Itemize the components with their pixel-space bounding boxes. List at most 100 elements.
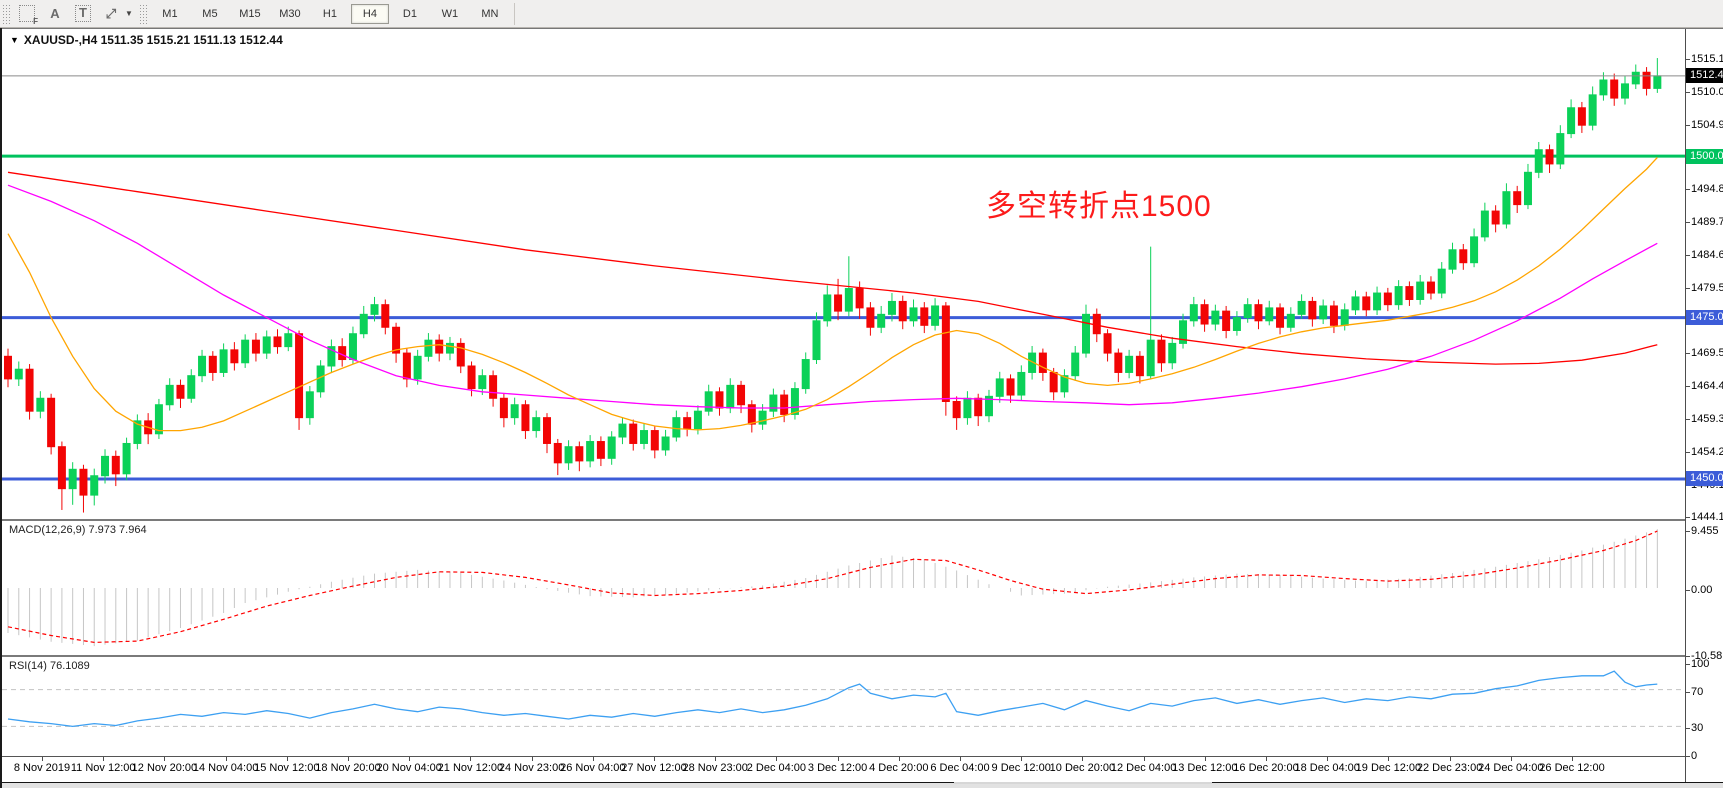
macd-pane[interactable]: MACD(12,26,9) 7.973 7.964 <box>2 521 1685 657</box>
price-tick-1469.50: 1469.50 <box>1691 347 1723 360</box>
time-label: 8 Nov 2019 <box>13 762 71 774</box>
rsi-indicator[interactable] <box>2 657 1685 756</box>
candlestick-layer <box>4 58 1662 513</box>
time-tick <box>164 757 166 761</box>
time-tick <box>225 757 227 761</box>
time-label: 14 Nov 04:00 <box>192 762 259 774</box>
timeframe-button-d1[interactable]: D1 <box>402 7 417 20</box>
time-tick <box>960 757 961 761</box>
timeframe-button-h1[interactable]: H1 <box>322 7 337 20</box>
timeframe-button-m1[interactable]: M1 <box>162 7 178 20</box>
price-tick-1484.65: 1484.65 <box>1691 249 1723 262</box>
price-tick-1464.40: 1464.40 <box>1691 380 1723 392</box>
time-tick <box>1021 757 1023 761</box>
time-label: 6 Dec 04:00 <box>930 762 990 774</box>
toolbar-separator <box>513 2 515 25</box>
time-label: 16 Dec 20:00 <box>1233 762 1299 774</box>
ma-slow-line <box>7 171 1658 365</box>
time-label: 24 Dec 04:00 <box>1478 762 1544 774</box>
window-bottom-edge <box>2 782 1723 788</box>
text-box-tool-icon[interactable]: T <box>71 3 95 25</box>
ma-mid-line <box>7 184 1658 409</box>
time-label: 22 Dec 23:00 <box>1416 762 1483 774</box>
price-tick-1444.15: 1444.15 <box>1691 510 1723 523</box>
timeframe-button-w1[interactable]: W1 <box>441 7 459 20</box>
macd-tick-0.00: 0.00 <box>1691 584 1713 596</box>
time-label: 12 Nov 20:00 <box>131 762 198 774</box>
price-axis[interactable]: 1515.10 1510.00 1504.90 1494.85 1489.75 1484.… <box>1685 29 1723 786</box>
time-tick <box>348 757 349 761</box>
price-chart[interactable] <box>2 29 1685 519</box>
price-tick-1454.20: 1454.20 <box>1691 445 1723 458</box>
time-label: 20 Nov 04:00 <box>376 762 442 774</box>
rsi-tick-0: 0 <box>1691 749 1698 762</box>
toolbar: F A T ⤢ ▼ M1 M5 M15 M30 H1 H4 D1 W1 MN <box>0 0 1723 28</box>
time-label: 28 Nov 23:00 <box>682 762 748 774</box>
time-tick <box>1327 757 1329 761</box>
timeframe-button-mn[interactable]: MN <box>481 7 499 20</box>
time-label: 12 Dec 04:00 <box>1110 762 1177 774</box>
time-tick <box>592 757 594 761</box>
chart-window[interactable]: ▼ XAUUSD-,H4 1511.35 1515.21 1511.13 151… <box>0 28 1723 788</box>
timeframe-button-m15[interactable]: M15 <box>239 7 261 20</box>
time-tick <box>654 757 655 761</box>
macd-label: MACD(12,26,9) 7.973 7.964 <box>9 524 147 536</box>
price-tick-1494.85: 1494.85 <box>1691 183 1723 196</box>
price-tick-1515.10: 1515.10 <box>1691 52 1723 65</box>
scrollbar-segment[interactable] <box>954 782 1212 784</box>
time-axis[interactable]: 8 Nov 2019 11 Nov 12:00 12 Nov 20:00 14 Nov… <box>2 757 1685 783</box>
toolbar-grip <box>138 3 147 24</box>
macd-indicator[interactable] <box>2 521 1685 655</box>
price-tick-1459.30: 1459.30 <box>1691 412 1723 425</box>
timeframe-button-m5[interactable]: M5 <box>202 7 218 20</box>
timeframe-button-h4[interactable]: H4 <box>350 3 389 24</box>
rsi-pane[interactable]: RSI(14) 76.1089 <box>2 657 1685 757</box>
time-tick <box>1266 757 1267 761</box>
macd-tick--10.58: -10.58 <box>1691 650 1723 663</box>
time-tick <box>1572 757 1573 761</box>
time-label: 4 Dec 20:00 <box>869 762 929 774</box>
dropdown-caret-icon[interactable]: ▼ <box>125 9 133 18</box>
time-tick <box>837 757 839 761</box>
time-label: 13 Dec 12:00 <box>1172 762 1238 774</box>
time-label: 9 Dec 12:00 <box>991 762 1051 774</box>
time-tick <box>1449 757 1451 761</box>
rsi-tick-70: 70 <box>1691 685 1704 698</box>
level-1475-box: 1475.00 <box>1686 310 1723 326</box>
timeframe-button-m30[interactable]: M30 <box>279 7 301 20</box>
arrange-arrows-icon[interactable]: ⤢ <box>105 5 117 21</box>
toolbar-grip <box>2 3 10 24</box>
time-tick <box>898 757 900 761</box>
time-tick <box>1204 757 1206 761</box>
text-label-tool-icon[interactable]: A <box>50 6 60 21</box>
time-label: 2 Dec 04:00 <box>746 762 807 774</box>
time-tick <box>531 757 533 761</box>
rsi-label: RSI(14) 76.1089 <box>9 660 90 672</box>
price-tick-1489.75: 1489.75 <box>1691 216 1723 229</box>
time-tick <box>103 757 105 761</box>
price-tick-1510.00: 1510.00 <box>1691 85 1723 98</box>
time-label: 27 Nov 12:00 <box>621 762 687 774</box>
symbol-dropdown-icon[interactable]: ▼ <box>10 35 19 45</box>
main-chart-pane[interactable]: ▼ XAUUSD-,H4 1511.35 1515.21 1511.13 151… <box>2 29 1685 521</box>
time-label: 18 Nov 20:00 <box>315 762 381 774</box>
time-label: 3 Dec 12:00 <box>807 762 868 774</box>
time-tick <box>1510 757 1512 761</box>
level-1450-box: 1450.00 <box>1686 471 1723 487</box>
price-tick-1504.90: 1504.90 <box>1691 118 1723 131</box>
time-label: 19 Dec 12:00 <box>1355 762 1422 774</box>
time-tick <box>42 757 43 761</box>
level-1500-box: 1500.00 <box>1686 148 1723 164</box>
macd-tick-9.455: 9.455 <box>1691 524 1719 537</box>
chart-title: ▼ XAUUSD-,H4 1511.35 1515.21 1511.13 151… <box>10 33 283 47</box>
rsi-tick-30: 30 <box>1691 722 1704 735</box>
time-tick <box>286 757 288 761</box>
time-label: 21 Nov 12:00 <box>437 762 504 774</box>
template-tool-icon[interactable]: F <box>15 3 39 26</box>
chart-title-text: XAUUSD-,H4 1511.35 1515.21 1511.13 1512.… <box>23 33 283 47</box>
time-tick <box>1082 757 1084 761</box>
time-tick <box>470 757 472 761</box>
annotation-text[interactable]: 多空转折点1500 <box>986 190 1212 223</box>
price-tick-1479.55: 1479.55 <box>1691 282 1723 295</box>
time-tick <box>1143 757 1145 761</box>
